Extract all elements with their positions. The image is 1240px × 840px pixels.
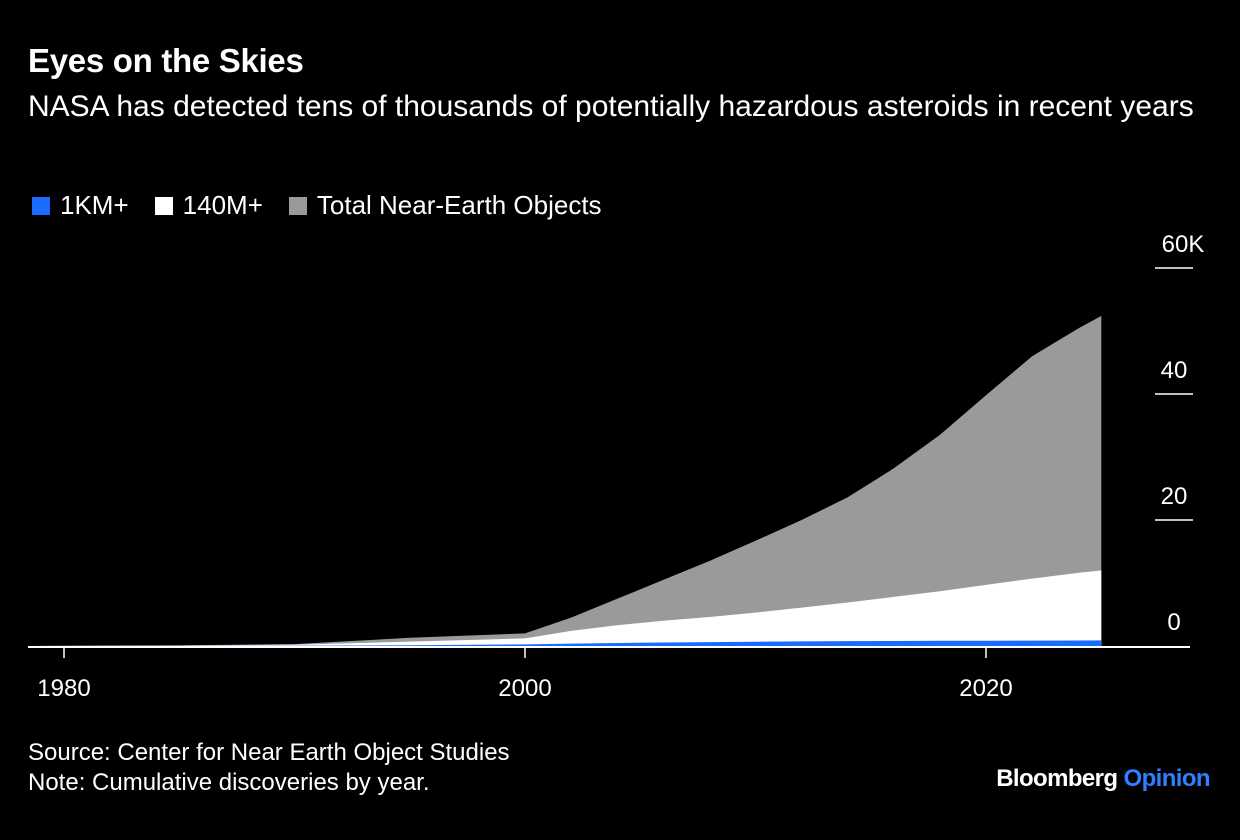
legend-label-total: Total Near-Earth Objects [316,190,602,220]
area-total-near-earth-objects [29,315,1102,646]
chart-title: Eyes on the Skies [28,42,304,79]
legend-label-140m: 140M+ [182,190,263,220]
y-tick-label: 0 [1167,609,1180,636]
legend-swatch-1km [32,196,50,215]
legend-item-140m: 140M+ [154,190,263,221]
area-1km [29,640,1102,646]
legend-swatch-140m [154,196,173,215]
legend-label-1km: 1KM+ [60,190,129,220]
legend-swatch-total [288,196,307,215]
y-tick-label: 40 [1161,357,1188,384]
legend: 1KM+ 140M+ Total Near-Earth Objects [32,190,628,221]
bloomberg-opinion-logo: Bloomberg Opinion [996,765,1210,793]
cumulative-note: Note: Cumulative discoveries by year. [28,769,430,796]
source-note: Source: Center for Near Earth Object Stu… [28,739,510,766]
brand-accent: Opinion [1123,765,1211,792]
footer: Source: Center for Near Earth Object Stu… [28,738,510,798]
x-tick-label: 1980 [37,675,90,702]
brand-name: Bloomberg [996,765,1118,792]
chart-subtitle: NASA has detected tens of thousands of p… [28,90,1194,123]
y-tick-label: 20 [1161,483,1188,510]
x-tick-label: 2000 [498,675,551,702]
x-tick-label: 2020 [959,675,1012,702]
area-140m [29,570,1102,646]
y-tick-label: 60K [1162,231,1205,258]
legend-item-total: Total Near-Earth Objects [288,190,602,221]
legend-item-1km: 1KM+ [32,190,129,221]
